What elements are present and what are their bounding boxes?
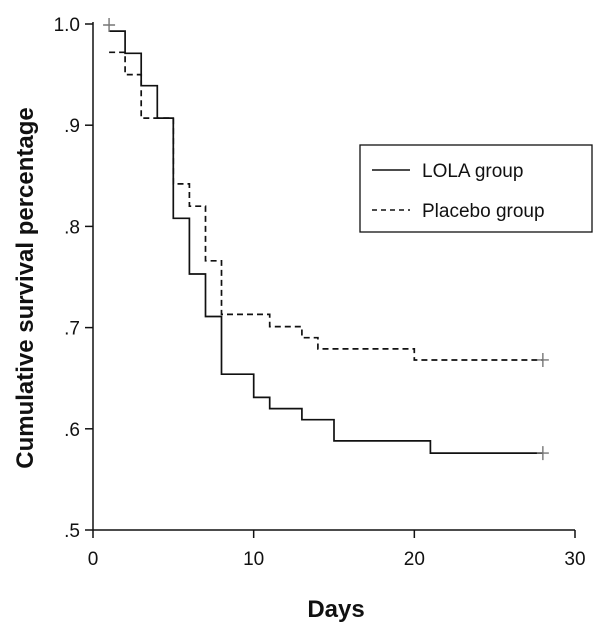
survival-step-line: [109, 30, 543, 454]
y-axis-title: Cumulative survival percentage: [12, 107, 39, 468]
y-tick-label: .9: [64, 116, 80, 137]
legend-box: [359, 144, 593, 233]
y-tick-label: .7: [64, 319, 80, 340]
x-tick-label: 0: [88, 549, 99, 570]
x-tick-label: 20: [404, 549, 425, 570]
y-tick-label: .6: [64, 420, 80, 441]
legend: LOLA group Placebo group: [359, 144, 593, 233]
censor-mark: [536, 352, 549, 367]
x-axis-title: Days: [307, 596, 364, 623]
y-tick-label: .8: [64, 217, 80, 238]
survival-step-line: [109, 51, 543, 361]
censor-mark: [103, 18, 116, 33]
legend-label-lola: LOLA group: [422, 161, 523, 182]
x-tick-label: 30: [564, 549, 585, 570]
y-axis-ticks: .5 .6 .7 .8 .9 1.0: [54, 15, 93, 542]
censor-mark: [536, 446, 549, 461]
legend-label-placebo: Placebo group: [422, 201, 545, 222]
axes: [92, 22, 575, 531]
x-tick-label: 10: [243, 549, 264, 570]
y-tick-label: 1.0: [54, 15, 80, 36]
x-axis-ticks: 0 10 20 30: [88, 530, 586, 570]
y-tick-label: .5: [64, 521, 80, 542]
series-lola: [103, 18, 549, 461]
series-layer: [103, 18, 549, 461]
series-placebo: [109, 51, 549, 367]
